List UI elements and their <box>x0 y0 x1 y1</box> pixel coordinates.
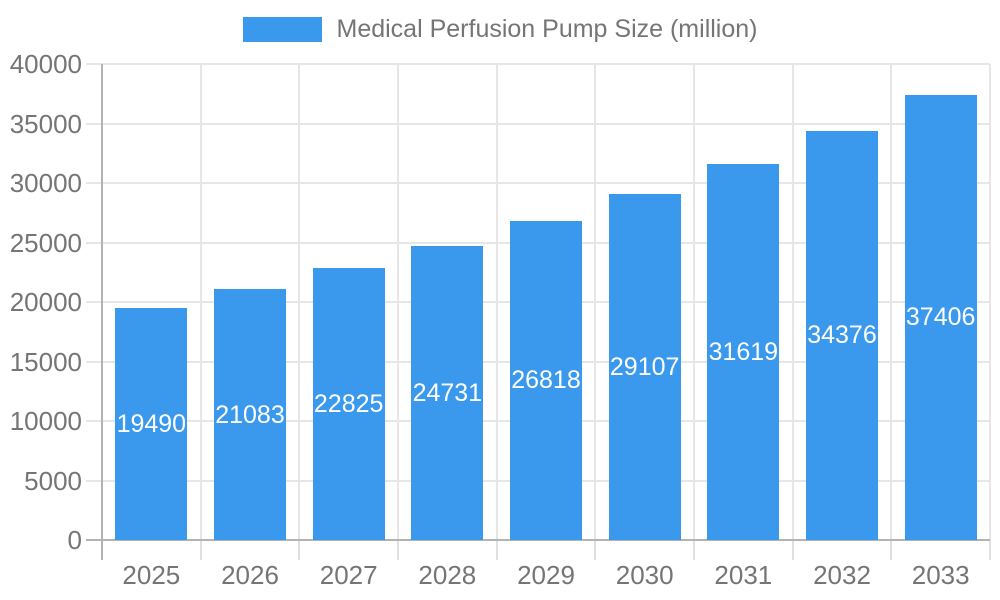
legend-swatch-icon <box>242 16 322 42</box>
x-tick-label: 2029 <box>517 560 575 590</box>
v-gridline <box>890 64 893 540</box>
x-axis-tick <box>791 540 794 560</box>
x-tick-label: 2027 <box>319 560 378 590</box>
y-axis-line <box>101 64 103 560</box>
v-gridline <box>791 64 794 540</box>
x-axis-tick <box>495 540 498 560</box>
x-axis-line <box>86 539 990 541</box>
v-gridline <box>199 64 202 540</box>
v-gridline <box>298 64 301 540</box>
h-gridline <box>102 122 990 125</box>
bar[interactable] <box>411 245 484 540</box>
y-tick-label: 5000 <box>24 465 82 496</box>
y-axis-tick <box>86 420 102 422</box>
chart-legend[interactable]: Medical Perfusion Pump Size (million) <box>0 14 1000 44</box>
y-axis-tick <box>86 241 102 244</box>
bar[interactable] <box>608 193 681 540</box>
y-tick-label: 35000 <box>9 108 82 139</box>
x-axis-tick <box>199 540 202 560</box>
bar[interactable] <box>312 268 385 540</box>
y-tick-label: 10000 <box>9 406 82 436</box>
y-tick-label: 15000 <box>9 346 82 377</box>
x-tick-label: 2030 <box>615 560 674 590</box>
bar[interactable] <box>214 289 286 540</box>
bar[interactable] <box>707 163 780 540</box>
y-axis-tick <box>86 63 102 65</box>
y-tick-label: 30000 <box>9 168 82 198</box>
x-axis-tick <box>890 540 893 560</box>
bar-value-label: 34376 <box>807 321 877 350</box>
y-tick-label: 0 <box>67 525 82 555</box>
v-gridline <box>397 64 399 540</box>
h-gridline <box>102 182 990 184</box>
x-tick-label: 2026 <box>221 560 279 590</box>
bar-value-label: 24731 <box>412 378 483 407</box>
bar-value-label: 29107 <box>609 352 680 381</box>
v-gridline <box>693 64 695 540</box>
y-tick-label: 40000 <box>9 49 82 79</box>
x-tick-label: 2033 <box>911 560 970 590</box>
x-axis-tick <box>693 540 695 560</box>
bar-value-label: 21083 <box>215 400 285 429</box>
y-axis-tick <box>86 122 102 125</box>
x-tick-label: 2032 <box>813 560 871 590</box>
h-gridline <box>102 63 990 65</box>
bar-value-label: 26818 <box>511 366 581 395</box>
x-axis-tick <box>989 540 991 560</box>
v-gridline <box>989 64 991 540</box>
x-axis-tick <box>594 540 597 560</box>
bar-value-label: 37406 <box>905 303 976 332</box>
bar[interactable] <box>510 220 582 540</box>
v-gridline <box>495 64 498 540</box>
v-gridline <box>594 64 597 540</box>
bar-value-label: 31619 <box>708 337 779 366</box>
y-axis-tick <box>86 182 102 184</box>
y-axis-tick <box>86 360 102 363</box>
y-axis-tick <box>86 479 102 482</box>
bar-value-label: 22825 <box>313 390 384 419</box>
x-axis-tick <box>397 540 399 560</box>
y-axis-tick <box>86 301 102 303</box>
bar[interactable] <box>806 130 878 540</box>
bar[interactable] <box>115 308 188 540</box>
x-axis-tick <box>298 540 301 560</box>
y-tick-label: 20000 <box>9 287 82 317</box>
bar-value-label: 19490 <box>116 410 187 439</box>
x-tick-label: 2031 <box>714 560 773 590</box>
x-tick-label: 2028 <box>418 560 477 590</box>
x-tick-label: 2025 <box>122 560 181 590</box>
legend-label: Medical Perfusion Pump Size (million) <box>336 14 758 43</box>
bar[interactable] <box>904 94 977 540</box>
y-tick-label: 25000 <box>9 227 82 258</box>
